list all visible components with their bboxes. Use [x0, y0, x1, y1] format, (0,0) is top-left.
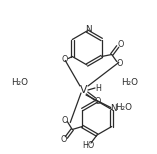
Text: HO: HO — [82, 142, 94, 150]
Text: O: O — [116, 59, 123, 68]
Text: H: H — [95, 83, 101, 93]
Text: O: O — [60, 135, 66, 144]
Text: H₂O: H₂O — [11, 77, 29, 87]
Text: O: O — [61, 55, 68, 64]
Text: O: O — [118, 40, 124, 49]
Text: H₂O: H₂O — [116, 103, 133, 111]
Text: O: O — [95, 97, 101, 105]
Text: O: O — [61, 116, 68, 125]
Text: N: N — [85, 24, 91, 34]
Text: V: V — [80, 85, 88, 95]
Text: H₂O: H₂O — [122, 77, 138, 87]
Text: N: N — [111, 104, 117, 113]
